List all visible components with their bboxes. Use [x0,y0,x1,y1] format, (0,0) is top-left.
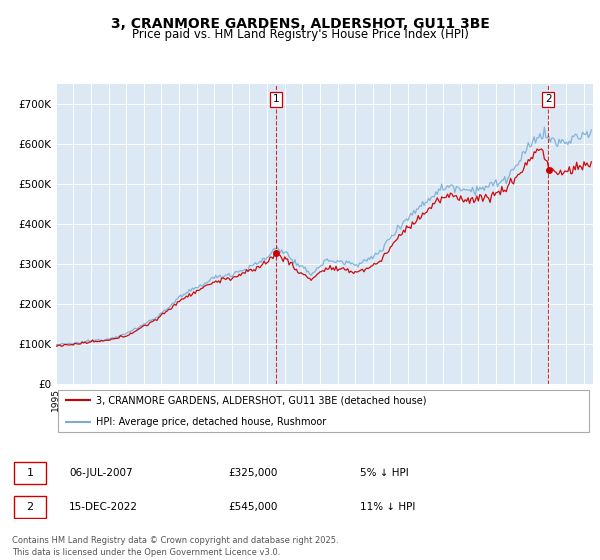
Text: 3, CRANMORE GARDENS, ALDERSHOT, GU11 3BE (detached house): 3, CRANMORE GARDENS, ALDERSHOT, GU11 3BE… [96,395,427,405]
Text: 2: 2 [545,95,551,105]
FancyBboxPatch shape [14,462,46,484]
Text: Contains HM Land Registry data © Crown copyright and database right 2025.
This d: Contains HM Land Registry data © Crown c… [12,536,338,557]
Text: HPI: Average price, detached house, Rushmoor: HPI: Average price, detached house, Rush… [96,417,326,427]
Text: 3, CRANMORE GARDENS, ALDERSHOT, GU11 3BE: 3, CRANMORE GARDENS, ALDERSHOT, GU11 3BE [110,16,490,30]
FancyBboxPatch shape [58,390,589,432]
Text: 15-DEC-2022: 15-DEC-2022 [69,502,138,512]
Text: 11% ↓ HPI: 11% ↓ HPI [360,502,415,512]
FancyBboxPatch shape [14,496,46,518]
Text: 2: 2 [26,502,34,512]
Text: 1: 1 [26,468,34,478]
Text: £325,000: £325,000 [228,468,277,478]
Text: £545,000: £545,000 [228,502,277,512]
Text: Price paid vs. HM Land Registry's House Price Index (HPI): Price paid vs. HM Land Registry's House … [131,28,469,41]
Text: 1: 1 [273,95,280,105]
Text: 06-JUL-2007: 06-JUL-2007 [69,468,133,478]
Text: 5% ↓ HPI: 5% ↓ HPI [360,468,409,478]
